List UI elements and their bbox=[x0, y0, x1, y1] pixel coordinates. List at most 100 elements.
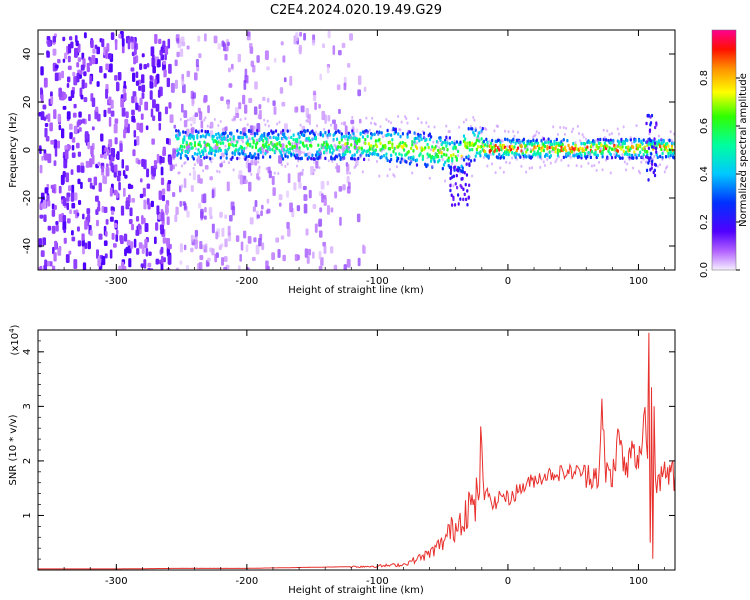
spectrogram-cell bbox=[89, 158, 93, 168]
spectrogram-cell bbox=[197, 148, 200, 152]
spectrogram-cell bbox=[188, 117, 193, 122]
spectrogram-cell bbox=[455, 173, 458, 178]
spectrogram-cell bbox=[640, 160, 643, 164]
spectrogram-cell bbox=[339, 216, 342, 226]
spectrogram-cell bbox=[481, 126, 484, 131]
spectrogram-cell bbox=[152, 65, 156, 74]
spectrogram-cell bbox=[239, 135, 242, 140]
spectrogram-cell bbox=[97, 258, 101, 267]
spectrogram-cell bbox=[465, 118, 468, 122]
spectrogram-cell bbox=[647, 156, 650, 160]
spectrogram-cell bbox=[224, 214, 228, 220]
spectrogram-cell bbox=[118, 265, 123, 270]
spectrogram-cell bbox=[234, 143, 238, 148]
spectrogram-cell bbox=[457, 202, 460, 206]
spectrogram-cell bbox=[331, 157, 334, 161]
spectrogram-cell bbox=[476, 134, 480, 138]
spectrogram-cell bbox=[282, 254, 286, 262]
spectrogram-cell bbox=[176, 38, 180, 44]
spectrogram-cell bbox=[312, 203, 317, 209]
spectrogram-cell bbox=[457, 149, 460, 154]
spectrogram-cell bbox=[651, 145, 654, 149]
spectrogram-cell bbox=[340, 132, 343, 136]
spectrogram-cell bbox=[77, 57, 82, 62]
spectrogram-cell bbox=[324, 114, 327, 124]
spectrogram-cell bbox=[300, 156, 303, 161]
spectrogram-cell bbox=[246, 74, 249, 84]
spectrogram-cell bbox=[242, 135, 245, 140]
spectrogram-cell bbox=[274, 149, 277, 153]
spectrogram-cell bbox=[515, 152, 518, 156]
spectrogram-cell bbox=[131, 223, 134, 231]
spectrogram-cell bbox=[300, 105, 305, 113]
spectrogram-cell bbox=[522, 156, 525, 160]
spectrogram-cell bbox=[371, 132, 374, 137]
spectrogram-cell bbox=[555, 141, 558, 146]
spectrogram-cell bbox=[221, 127, 225, 132]
spectrogram-cell bbox=[410, 159, 413, 163]
spectrogram-cell bbox=[279, 143, 282, 148]
spectrogram-cell bbox=[61, 70, 65, 79]
spectrogram-cell bbox=[245, 146, 248, 150]
snr-scale-label: (x104) bbox=[8, 324, 21, 355]
spectrogram-cell bbox=[238, 102, 242, 110]
spectrogram-cell bbox=[528, 166, 531, 170]
spectrogram-cell bbox=[164, 204, 169, 214]
spectrogram-cell bbox=[507, 130, 510, 134]
spectrogram-cell bbox=[601, 168, 604, 172]
spectrogram-cell bbox=[143, 199, 147, 210]
spectrogram-cell bbox=[318, 155, 321, 159]
spectrogram-cell bbox=[440, 154, 443, 159]
spectrogram-cell bbox=[555, 157, 558, 161]
spectrogram-cell bbox=[204, 149, 207, 153]
spectrogram-cell bbox=[145, 248, 149, 257]
spectrogram-cell bbox=[390, 157, 393, 162]
spectrogram-cell bbox=[225, 125, 228, 129]
spectrogram-cell bbox=[144, 101, 149, 111]
spectrogram-cell bbox=[314, 130, 317, 134]
spectrogram-cell bbox=[45, 135, 50, 142]
spectrogram-cell bbox=[661, 157, 664, 161]
spectrogram-cell bbox=[87, 141, 91, 150]
spectrogram-cell bbox=[632, 145, 635, 150]
spectrogram-cell bbox=[200, 120, 204, 129]
spectrogram-cell bbox=[62, 105, 67, 110]
spectrogram-cell bbox=[182, 84, 186, 94]
spectrogram-cell bbox=[254, 162, 257, 166]
spectrogram-cell bbox=[86, 62, 90, 72]
spectrogram-cell bbox=[506, 137, 509, 142]
spectrogram-cell bbox=[548, 145, 551, 150]
spectrogram-cell bbox=[549, 161, 552, 165]
spectrogram-cell bbox=[160, 246, 164, 254]
spectrogram-cell bbox=[506, 144, 509, 148]
spectrogram-cell bbox=[358, 139, 361, 143]
spectrogram-cell bbox=[82, 118, 85, 124]
spectrogram-cell bbox=[198, 262, 203, 270]
spectrogram-cell bbox=[298, 146, 301, 150]
spectrogram-cell bbox=[295, 147, 298, 153]
spectrogram-cell bbox=[608, 146, 611, 150]
spectrogram-cell bbox=[482, 156, 485, 160]
spectrogram-cell bbox=[579, 139, 582, 143]
spectrogram-cell bbox=[184, 149, 187, 154]
spectrogram-cell bbox=[428, 137, 432, 142]
spectrogram-cell bbox=[118, 182, 121, 191]
spectrogram-cell bbox=[163, 257, 166, 263]
spectrogram-cell bbox=[62, 36, 66, 42]
spectrogram-cell bbox=[463, 192, 466, 197]
spectrogram-cell bbox=[84, 242, 88, 250]
spectrogram-cell bbox=[97, 200, 101, 208]
spectrogram-cell bbox=[605, 138, 608, 142]
spectrogram-cell bbox=[92, 48, 96, 54]
spectrogram-cell bbox=[147, 262, 152, 268]
colorbar-tick-label: 0.6 bbox=[699, 118, 710, 134]
spectrogram-cell bbox=[406, 135, 409, 139]
spectrogram-cell bbox=[209, 176, 213, 181]
spectrogram-cell bbox=[256, 173, 259, 180]
spectrogram-cell bbox=[415, 141, 418, 145]
spectrogram-cell bbox=[58, 213, 63, 223]
spectrogram-cell bbox=[52, 48, 57, 56]
spectrogram-cell bbox=[50, 139, 55, 145]
spectrogram-cell bbox=[334, 130, 338, 134]
